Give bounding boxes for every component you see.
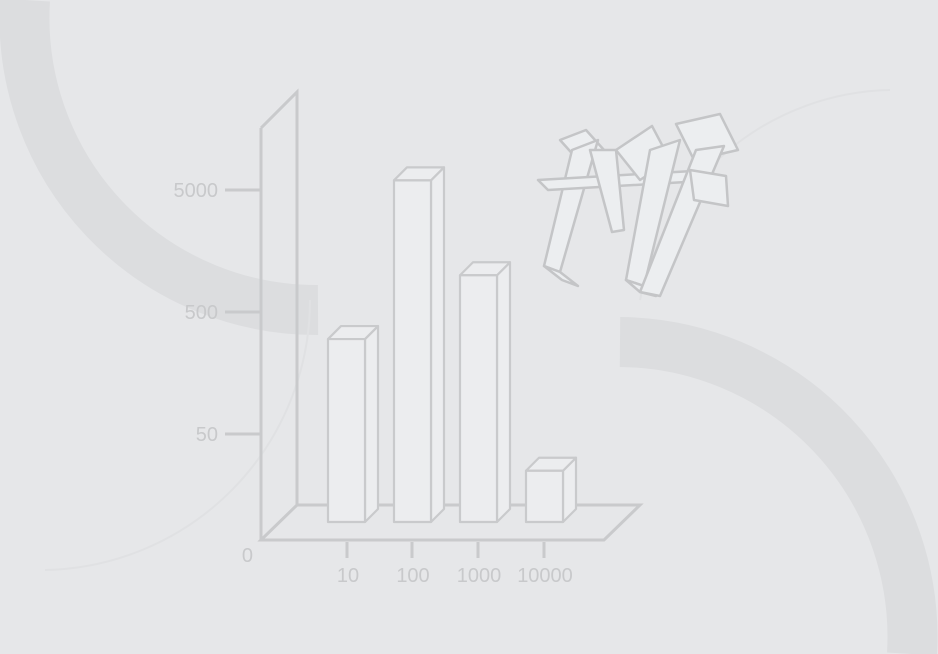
floor xyxy=(257,503,644,542)
x-tick-label: 10000 xyxy=(517,565,573,587)
bar-front xyxy=(524,469,565,524)
bars xyxy=(326,166,578,524)
y-tick-label: 500 xyxy=(185,302,218,324)
x-tick-label: 100 xyxy=(396,565,429,587)
background-arc-left xyxy=(0,0,319,336)
bar-10 xyxy=(326,324,380,524)
back-wall xyxy=(259,88,299,505)
iw-3d-monogram-logo xyxy=(536,112,740,298)
bar-front xyxy=(392,179,433,524)
bar-10000 xyxy=(524,456,578,524)
bar-front xyxy=(326,337,367,524)
bar-100 xyxy=(392,166,446,524)
bar-1000 xyxy=(458,261,512,524)
x-tick-label: 10 xyxy=(337,565,359,587)
bar-front xyxy=(458,274,499,524)
background-thin-arc-left xyxy=(44,299,311,571)
bar-side xyxy=(429,166,446,524)
bar-side xyxy=(363,324,380,524)
background-arc-right xyxy=(619,317,938,654)
y-axis-ticks: 0 50 500 5000 xyxy=(174,180,261,567)
y-tick-label: 5000 xyxy=(174,180,219,202)
x-axis-ticks: 10 100 1000 10000 xyxy=(337,542,573,587)
y-tick-label: 50 xyxy=(196,424,218,446)
x-tick-label: 1000 xyxy=(457,565,502,587)
axes xyxy=(257,88,644,542)
bar-side xyxy=(495,261,512,524)
y-tick-label: 0 xyxy=(242,545,253,567)
